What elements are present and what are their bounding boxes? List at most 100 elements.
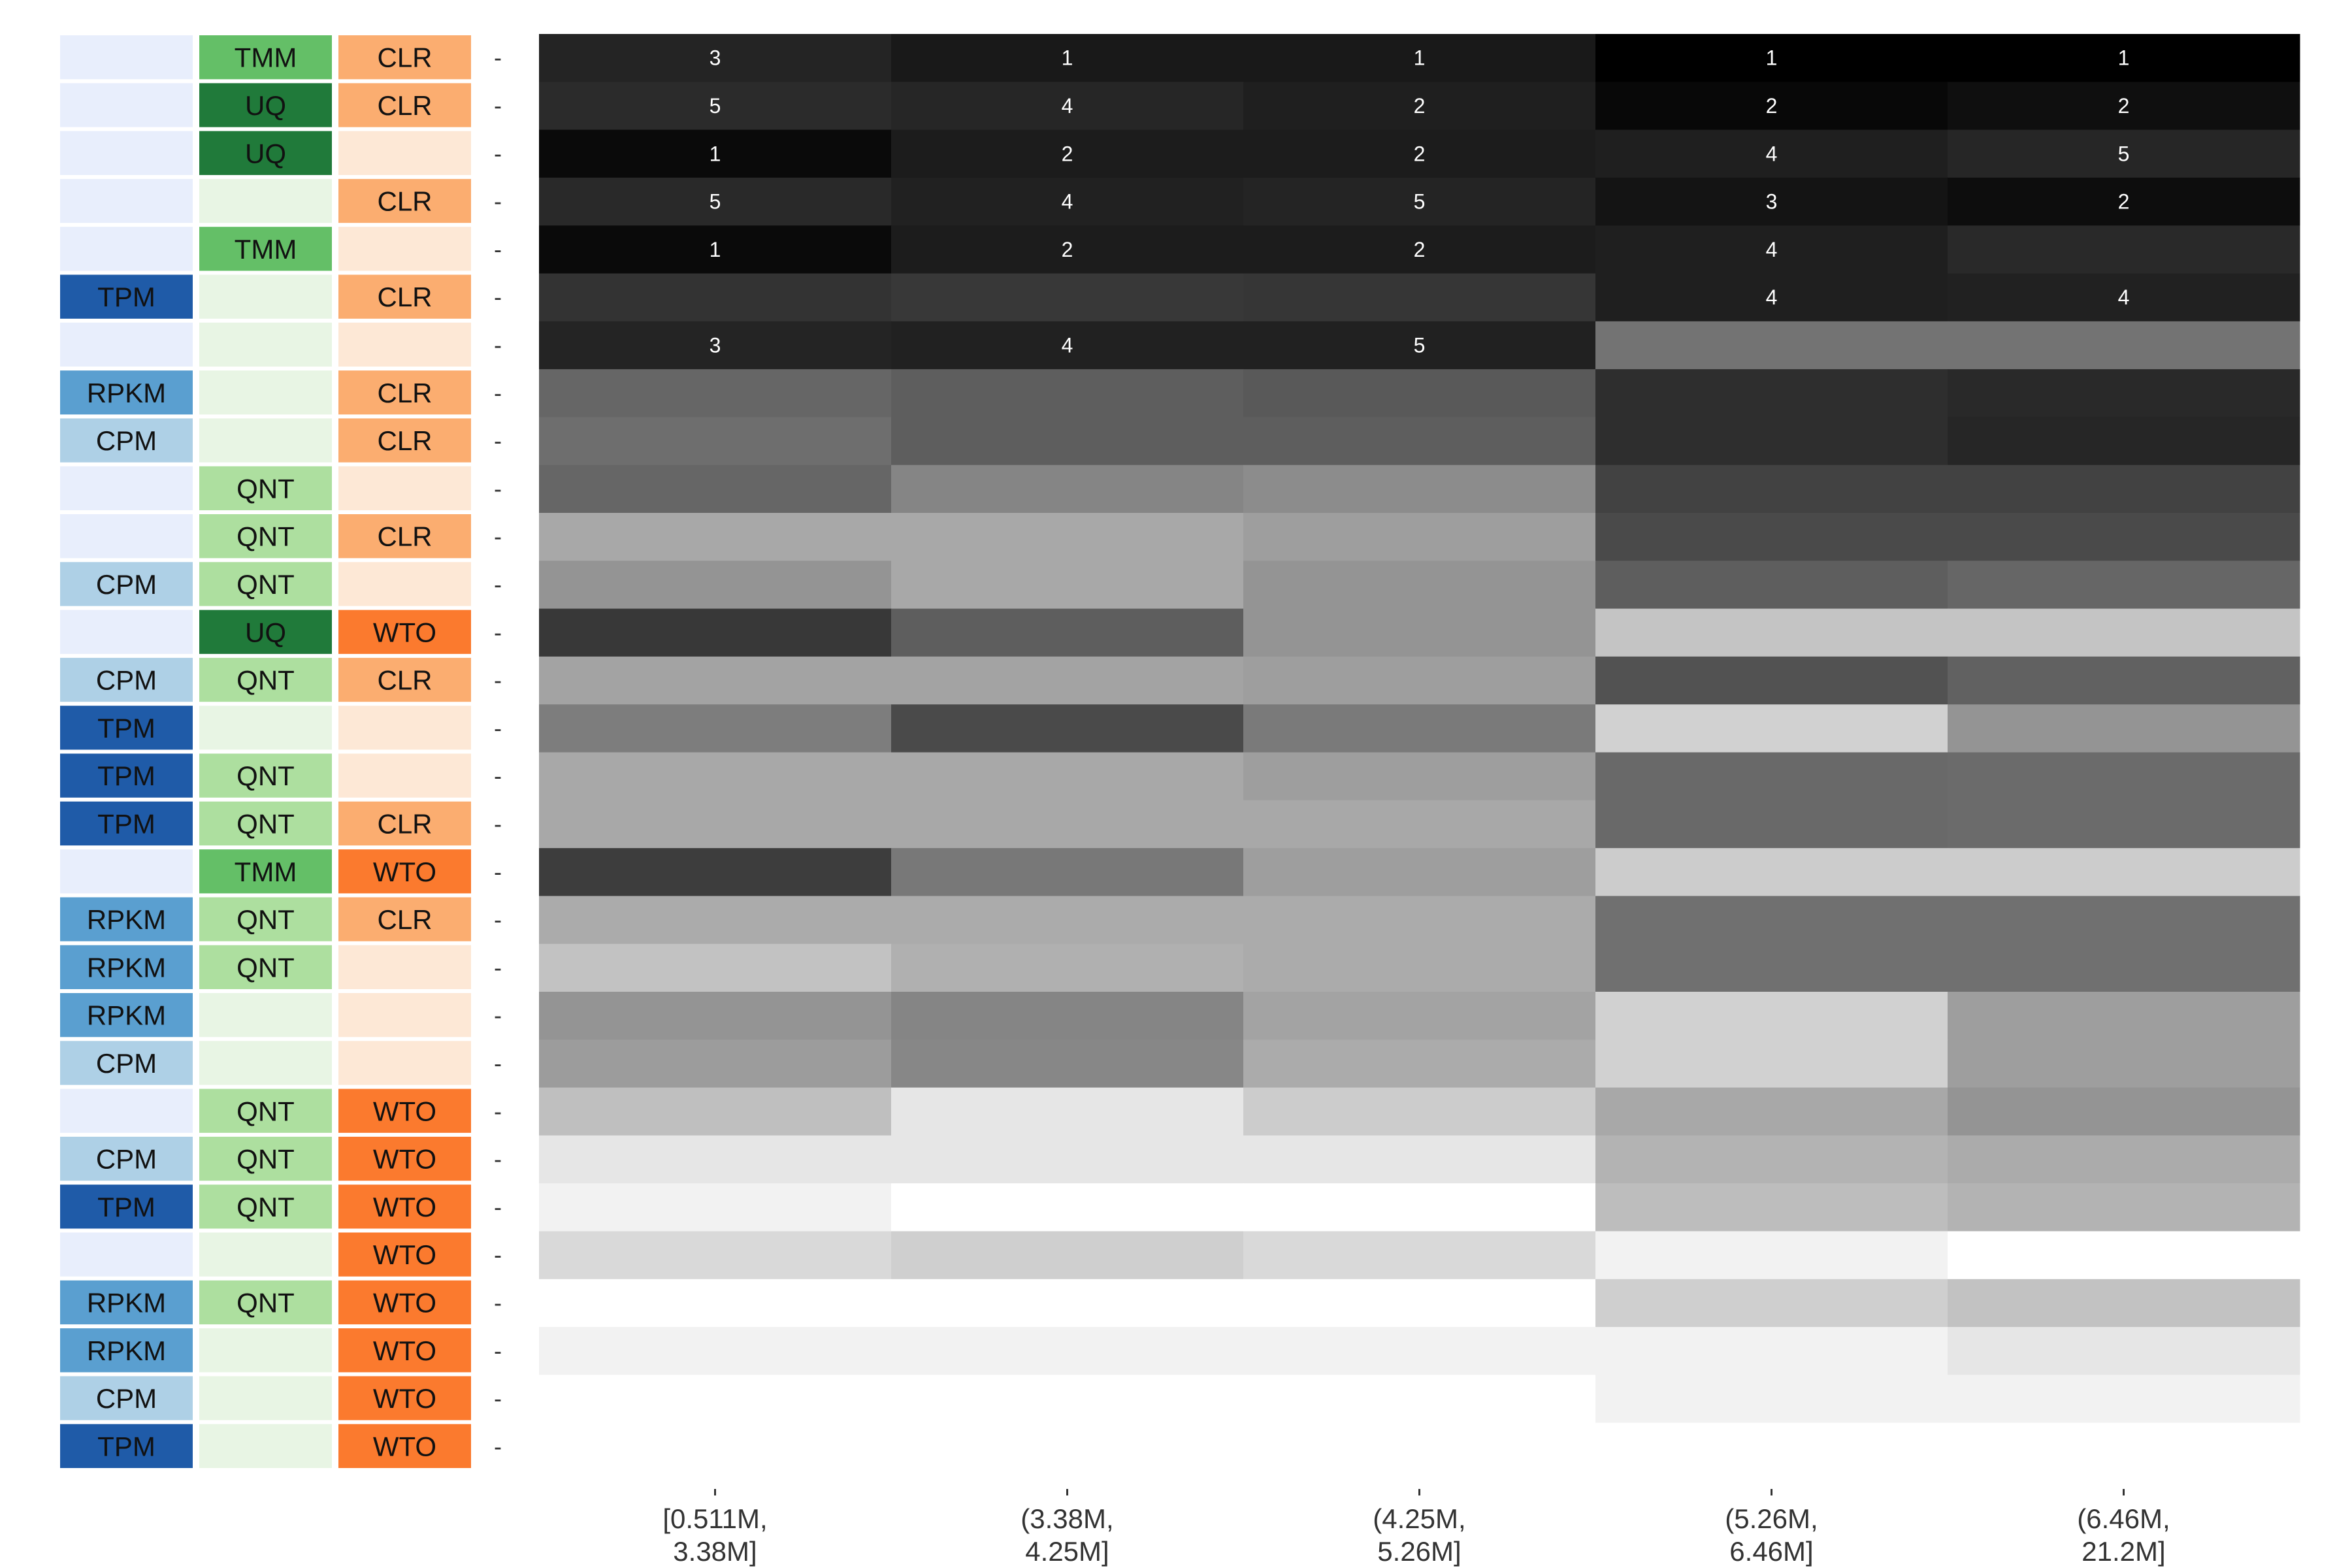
- norm2-label-box: [199, 657, 332, 702]
- heatmap-cell: [1243, 417, 1596, 466]
- heatmap-cell: [1243, 992, 1596, 1040]
- heatmap-cell: [1243, 369, 1596, 417]
- norm2-label-text: TMM: [235, 234, 297, 265]
- norm3-label-box: [338, 178, 471, 223]
- norm2-label-box: [199, 753, 332, 798]
- rank-label: 2: [1414, 94, 1426, 118]
- row-label: -: [494, 762, 502, 789]
- heatmap-cell: [1948, 82, 2300, 131]
- norm3-label-box: [338, 897, 471, 941]
- norm1-label-text: CPM: [96, 1144, 157, 1175]
- norm2-label-text: QNT: [237, 665, 295, 696]
- heatmap-cell: [539, 82, 892, 131]
- heatmap-cell: [539, 848, 892, 896]
- norm2-label-text: TMM: [235, 857, 297, 887]
- heatmap-cell: [539, 1422, 892, 1471]
- heatmap-cell: [1948, 656, 2300, 705]
- norm3-label-text: CLR: [377, 425, 432, 456]
- norm2-label-box: [199, 322, 332, 367]
- norm1-label-text: RPKM: [87, 378, 166, 408]
- norm3-label-text: WTO: [373, 1144, 436, 1175]
- rank-label: 2: [2118, 190, 2130, 214]
- heatmap-cell: [1243, 177, 1596, 226]
- heatmap-cell: [891, 1327, 1244, 1375]
- heatmap-cell: [1595, 177, 1948, 226]
- norm3-label-box: [338, 322, 471, 367]
- norm3-label-text: WTO: [373, 1431, 436, 1462]
- norm1-label-box: [60, 610, 193, 654]
- norm1-label-box: [60, 1232, 193, 1277]
- heatmap-cell: [539, 992, 892, 1040]
- norm3-label-box: [338, 35, 471, 80]
- norm3-label-box: [338, 1280, 471, 1325]
- row-label: -: [494, 1098, 502, 1124]
- norm1-label-box: [60, 1376, 193, 1420]
- heatmap-cell: [1595, 369, 1948, 417]
- row-label: -: [494, 523, 502, 550]
- norm1-label-box: [60, 370, 193, 415]
- heatmap-cell: [1595, 1279, 1948, 1328]
- x-tick-label: (6.46M, 21.2M]: [2077, 1503, 2170, 1567]
- x-tick-label: (3.38M, 4.25M]: [1021, 1503, 1113, 1567]
- heatmap-cell: [1948, 1422, 2300, 1471]
- row-label: -: [494, 858, 502, 885]
- heatmap-cell: [891, 369, 1244, 417]
- norm3-label-text: WTO: [373, 1287, 436, 1318]
- heatmap-cell: [1948, 1087, 2300, 1136]
- norm1-label-box: [60, 227, 193, 271]
- norm2-label-box: [199, 897, 332, 941]
- norm3-label-text: CLR: [377, 378, 432, 408]
- norm2-label-box: [199, 610, 332, 654]
- row-label: -: [494, 188, 502, 215]
- norm1-label-box: [60, 1280, 193, 1325]
- heatmap-cell: [1243, 82, 1596, 131]
- heatmap-cell: [891, 1183, 1244, 1232]
- row-label: -: [494, 1194, 502, 1220]
- norm2-label-box: [199, 706, 332, 750]
- norm1-label-box: [60, 1424, 193, 1468]
- heatmap-cell: [1948, 704, 2300, 753]
- norm1-label-box: [60, 83, 193, 127]
- rank-label: 1: [710, 142, 721, 165]
- norm2-label-text: QNT: [237, 1096, 295, 1126]
- norm2-label-text: UQ: [245, 90, 286, 121]
- rank-label: 5: [710, 94, 721, 118]
- norm2-label-box: [199, 1088, 332, 1133]
- heatmap-cell: [539, 34, 892, 82]
- norm3-label-text: WTO: [373, 1335, 436, 1366]
- heatmap-cell: [1948, 513, 2300, 561]
- norm1-label-text: RPKM: [87, 1000, 166, 1031]
- norm2-label-box: [199, 466, 332, 510]
- norm3-label-text: CLR: [377, 42, 432, 73]
- row-label: -: [494, 380, 502, 406]
- norm3-label-box: [338, 1088, 471, 1133]
- norm2-label-text: QNT: [237, 1287, 295, 1318]
- heatmap-cell: [1595, 704, 1948, 753]
- heatmap-cell: [539, 800, 892, 849]
- norm1-label-box: [60, 1184, 193, 1229]
- rank-label: 2: [1414, 142, 1426, 165]
- norm1-label-text: RPKM: [87, 952, 166, 983]
- norm3-label-text: CLR: [377, 665, 432, 696]
- norm2-label-box: [199, 993, 332, 1037]
- heatmap-cell: [539, 1375, 892, 1424]
- norm1-label-box: [60, 1328, 193, 1373]
- heatmap-cell: [1595, 1135, 1948, 1184]
- heatmap-cell: [1243, 1135, 1596, 1184]
- norm2-label-text: QNT: [237, 1144, 295, 1175]
- heatmap-cell: [1243, 608, 1596, 657]
- heatmap-cell: [539, 513, 892, 561]
- heatmap-cell: [1948, 1327, 2300, 1375]
- heatmap-cell: [1243, 561, 1596, 610]
- rank-label: 4: [1766, 238, 1778, 261]
- norm1-label-box: [60, 657, 193, 702]
- norm3-label-box: [338, 610, 471, 654]
- norm2-label-text: QNT: [237, 808, 295, 839]
- norm3-label-text: CLR: [377, 90, 432, 121]
- rank-label: 1: [1766, 46, 1778, 70]
- heatmap-cell: [1595, 1422, 1948, 1471]
- heatmap-cell: [1595, 1327, 1948, 1375]
- norm2-label-box: [199, 562, 332, 606]
- heatmap-cell: [539, 273, 892, 322]
- norm3-label-box: [338, 849, 471, 894]
